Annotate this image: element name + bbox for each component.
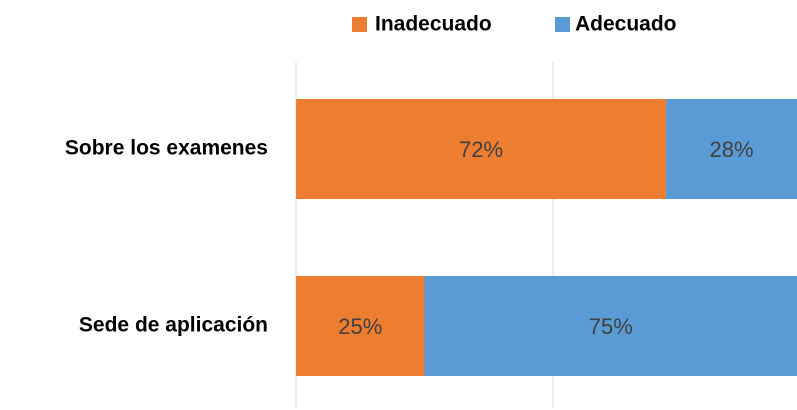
bar-segment [296,276,425,376]
legend-swatch [352,17,367,32]
legend-swatch [555,17,570,32]
category-label: Sobre los examenes [65,137,268,160]
bar-segment [666,99,797,199]
legend-label: Adecuado [575,13,677,36]
value-label: 72% [459,137,503,162]
value-label: 28% [710,137,754,162]
value-label: 25% [338,314,382,339]
category-label: Sede de aplicación [79,314,268,337]
bar-segment [296,99,667,199]
value-label: 75% [589,314,633,339]
legend-label: Inadecuado [375,13,492,36]
bar-segment [424,276,797,376]
